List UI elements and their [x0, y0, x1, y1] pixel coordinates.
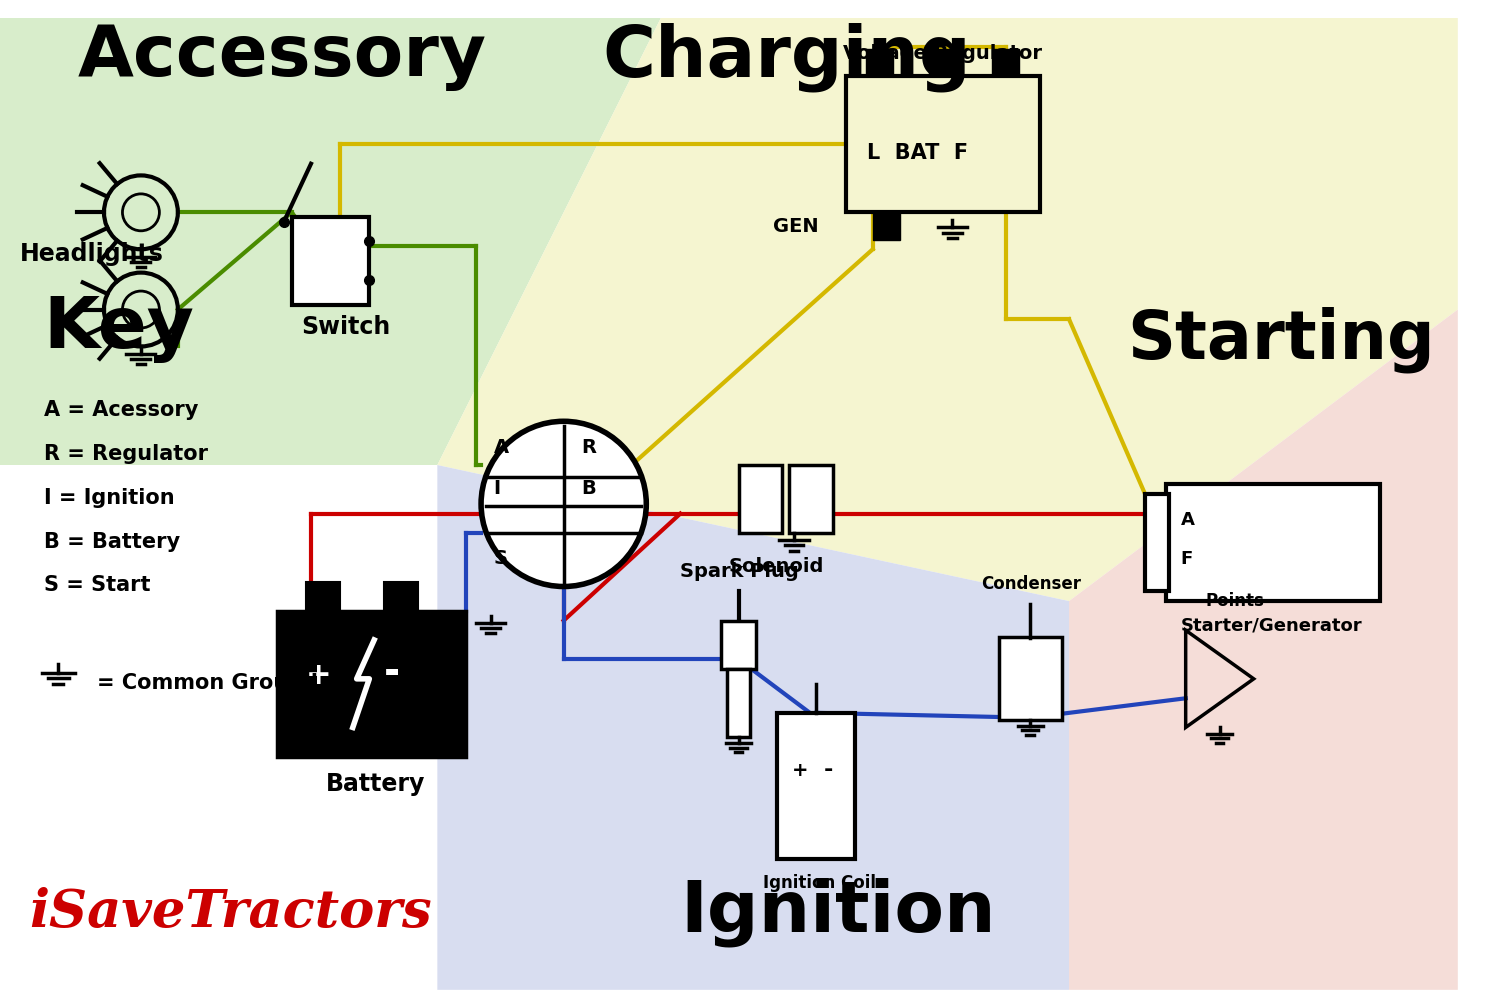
- Polygon shape: [438, 465, 1070, 990]
- Text: +: +: [306, 661, 332, 690]
- Text: Spark Plug: Spark Plug: [681, 562, 800, 581]
- Bar: [789, 465, 832, 533]
- Text: I: I: [494, 479, 501, 498]
- Text: iSaveTractors: iSaveTractors: [28, 887, 432, 938]
- Bar: [846, 76, 1040, 212]
- Text: Headlights: Headlights: [20, 242, 164, 266]
- Bar: [993, 49, 1020, 76]
- Text: S = Start: S = Start: [44, 575, 150, 595]
- Text: -: -: [824, 760, 834, 780]
- Polygon shape: [0, 18, 662, 465]
- Text: Condenser: Condenser: [981, 575, 1082, 593]
- Text: A: A: [1180, 511, 1194, 529]
- Bar: [777, 713, 855, 859]
- Text: -: -: [384, 654, 400, 692]
- Text: B = Battery: B = Battery: [44, 532, 180, 552]
- Text: = Common Ground: = Common Ground: [98, 673, 318, 693]
- Text: Ignition Coil: Ignition Coil: [764, 874, 876, 892]
- Polygon shape: [438, 18, 1458, 601]
- Text: Ignition: Ignition: [681, 878, 996, 947]
- Bar: [738, 465, 783, 533]
- Text: S: S: [494, 549, 507, 568]
- Bar: [722, 621, 756, 669]
- Bar: [278, 611, 466, 757]
- Text: Starting: Starting: [1128, 306, 1436, 373]
- Text: L  BAT  F: L BAT F: [867, 143, 968, 163]
- Bar: [384, 582, 418, 611]
- Text: Starter/Generator: Starter/Generator: [1180, 616, 1362, 634]
- Text: A: A: [494, 438, 508, 457]
- Bar: [291, 217, 369, 305]
- Bar: [928, 49, 957, 76]
- Text: A = Acessory: A = Acessory: [44, 400, 198, 420]
- Text: Key: Key: [44, 294, 195, 363]
- Bar: [999, 637, 1062, 720]
- Polygon shape: [1070, 310, 1458, 990]
- Text: GEN: GEN: [772, 217, 819, 236]
- Text: Voltage Regulator: Voltage Regulator: [843, 44, 1042, 63]
- Bar: [873, 212, 900, 240]
- Bar: [306, 582, 340, 611]
- Text: Solenoid: Solenoid: [729, 557, 825, 576]
- Bar: [1144, 494, 1168, 591]
- Text: R = Regulator: R = Regulator: [44, 444, 207, 464]
- Text: B: B: [580, 479, 596, 498]
- Text: Points: Points: [1204, 592, 1264, 610]
- Polygon shape: [0, 465, 438, 990]
- Text: Accessory: Accessory: [78, 22, 486, 91]
- Bar: [1166, 484, 1380, 601]
- Circle shape: [482, 421, 646, 587]
- Bar: [728, 669, 750, 737]
- Text: I = Ignition: I = Ignition: [44, 488, 174, 508]
- Bar: [865, 49, 892, 76]
- Text: +: +: [792, 761, 808, 780]
- Text: Charging: Charging: [603, 22, 972, 92]
- Text: F: F: [1180, 550, 1192, 568]
- Text: Switch: Switch: [302, 315, 390, 339]
- Text: R: R: [580, 438, 596, 457]
- Text: Battery: Battery: [326, 772, 424, 796]
